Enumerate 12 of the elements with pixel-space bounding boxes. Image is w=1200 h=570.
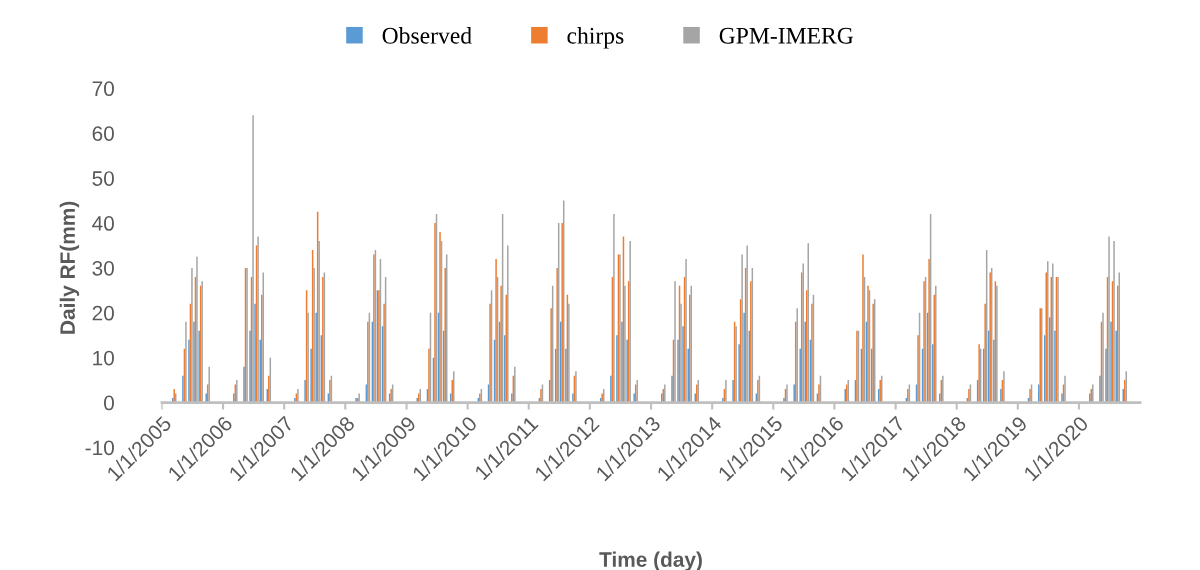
legend-label: Observed [382, 27, 472, 44]
y-tick-label: 60 [92, 126, 114, 141]
y-tick-label: 70 [92, 81, 114, 97]
y-tick-label: 30 [92, 260, 114, 276]
y-tick-label: 0 [104, 395, 114, 411]
y-axis-title: Daily RF(mm) [59, 201, 80, 334]
y-tick-label: 40 [92, 216, 114, 231]
y-tick-label: 20 [92, 305, 114, 321]
y-tick-label: 10 [93, 350, 114, 366]
legend-label: chirps [567, 27, 624, 49]
legend-label: GPM-IMERG [719, 27, 854, 44]
y-tick-label: 50 [92, 171, 114, 186]
